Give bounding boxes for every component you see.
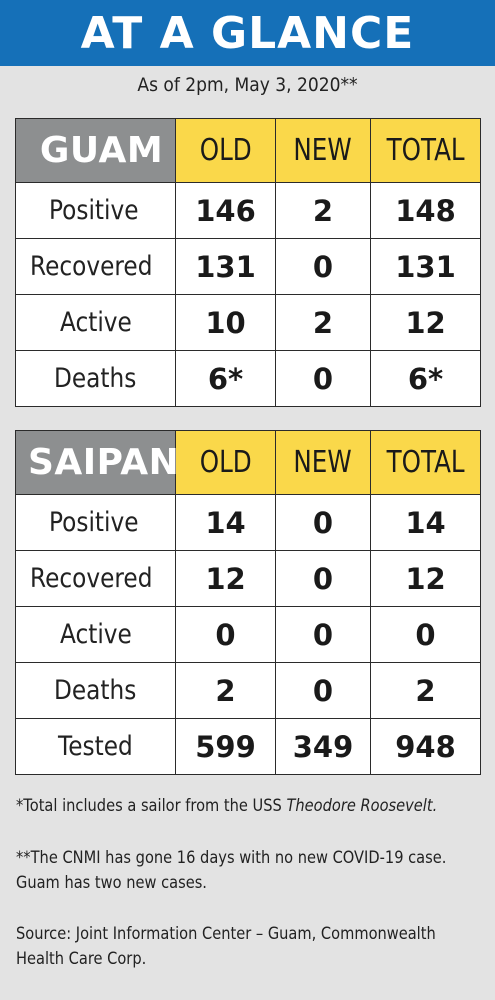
row-label-text: Recovered (30, 563, 153, 594)
row-label: Recovered (15, 550, 176, 607)
value-old: 0 (175, 606, 276, 663)
table-row: Deaths 2 0 2 (15, 662, 481, 719)
guam-col-new: NEW (275, 118, 371, 183)
value-new: 2 (275, 182, 371, 239)
saipan-header-row: SAIPAN OLD NEW TOTAL (15, 430, 481, 495)
row-label-text: Tested (58, 731, 133, 762)
value-total: 148 (370, 182, 481, 239)
guam-col-old: OLD (175, 118, 276, 183)
value-total: 12 (370, 294, 481, 351)
value-new: 0 (275, 550, 371, 607)
as-of-date: As of 2pm, May 3, 2020** (137, 74, 358, 96)
value-new: 2 (275, 294, 371, 351)
row-label: Positive (15, 182, 176, 239)
table-row: Tested 599 349 948 (15, 718, 481, 775)
saipan-col-new: NEW (275, 430, 371, 495)
guam-table: GUAM OLD NEW TOTAL Positive 146 2 148 Re… (15, 118, 481, 407)
row-label-text: Deaths (53, 363, 136, 394)
value-old: 14 (175, 494, 276, 551)
guam-header-row: GUAM OLD NEW TOTAL (15, 118, 481, 183)
value-old: 10 (175, 294, 276, 351)
value-new: 0 (275, 662, 371, 719)
row-label: Tested (15, 718, 176, 775)
row-label: Deaths (15, 662, 176, 719)
table-row: Active 10 2 12 (15, 294, 481, 351)
footnote-text: **The CNMI has gone 16 days with no new … (16, 848, 447, 893)
value-new: 0 (275, 350, 371, 407)
value-total: 14 (370, 494, 481, 551)
value-old: 12 (175, 550, 276, 607)
row-label-text: Recovered (30, 251, 153, 282)
row-label-text: Deaths (53, 675, 136, 706)
table-row: Deaths 6* 0 6* (15, 350, 481, 407)
value-total: 6* (370, 350, 481, 407)
table-row: Recovered 12 0 12 (15, 550, 481, 607)
value-old: 2 (175, 662, 276, 719)
col-new-label: NEW (293, 445, 353, 480)
footnote-text: *Total includes a sailor from the USS (16, 796, 287, 816)
col-total-label: TOTAL (386, 133, 465, 168)
footnote-total: *Total includes a sailor from the USS Th… (16, 794, 486, 819)
table-row: Recovered 131 0 131 (15, 238, 481, 295)
row-label-text: Active (59, 619, 132, 650)
value-new: 349 (275, 718, 371, 775)
value-old: 599 (175, 718, 276, 775)
value-total: 948 (370, 718, 481, 775)
col-old-label: OLD (199, 133, 252, 168)
value-new: 0 (275, 238, 371, 295)
saipan-col-total: TOTAL (370, 430, 481, 495)
table-row: Positive 14 0 14 (15, 494, 481, 551)
saipan-region-label: SAIPAN (15, 430, 179, 495)
row-label: Recovered (15, 238, 176, 295)
saipan-table: SAIPAN OLD NEW TOTAL Positive 14 0 14 Re… (15, 430, 481, 775)
row-label: Active (15, 294, 176, 351)
table-row: Positive 146 2 148 (15, 182, 481, 239)
guam-col-total: TOTAL (370, 118, 481, 183)
col-total-label: TOTAL (386, 445, 465, 480)
row-label: Positive (15, 494, 176, 551)
col-new-label: NEW (293, 133, 353, 168)
value-new: 0 (275, 606, 371, 663)
ship-name: Theodore Roosevelt. (286, 796, 438, 816)
value-total: 0 (370, 606, 481, 663)
footnote-cnmi: **The CNMI has gone 16 days with no new … (16, 846, 486, 896)
value-old: 146 (175, 182, 276, 239)
source-text: Source: Joint Information Center – Guam,… (16, 924, 436, 969)
page-title: AT A GLANCE (80, 7, 415, 59)
value-total: 131 (370, 238, 481, 295)
header-banner: AT A GLANCE (0, 0, 495, 66)
value-old: 6* (175, 350, 276, 407)
value-old: 131 (175, 238, 276, 295)
row-label: Deaths (15, 350, 176, 407)
table-row: Active 0 0 0 (15, 606, 481, 663)
source-credit: Source: Joint Information Center – Guam,… (16, 922, 486, 972)
value-total: 2 (370, 662, 481, 719)
row-label-text: Positive (49, 507, 139, 538)
guam-region-label: GUAM (15, 118, 176, 183)
row-label-text: Positive (49, 195, 139, 226)
row-label: Active (15, 606, 176, 663)
col-old-label: OLD (199, 445, 252, 480)
saipan-col-old: OLD (175, 430, 276, 495)
value-new: 0 (275, 494, 371, 551)
value-total: 12 (370, 550, 481, 607)
row-label-text: Active (59, 307, 132, 338)
